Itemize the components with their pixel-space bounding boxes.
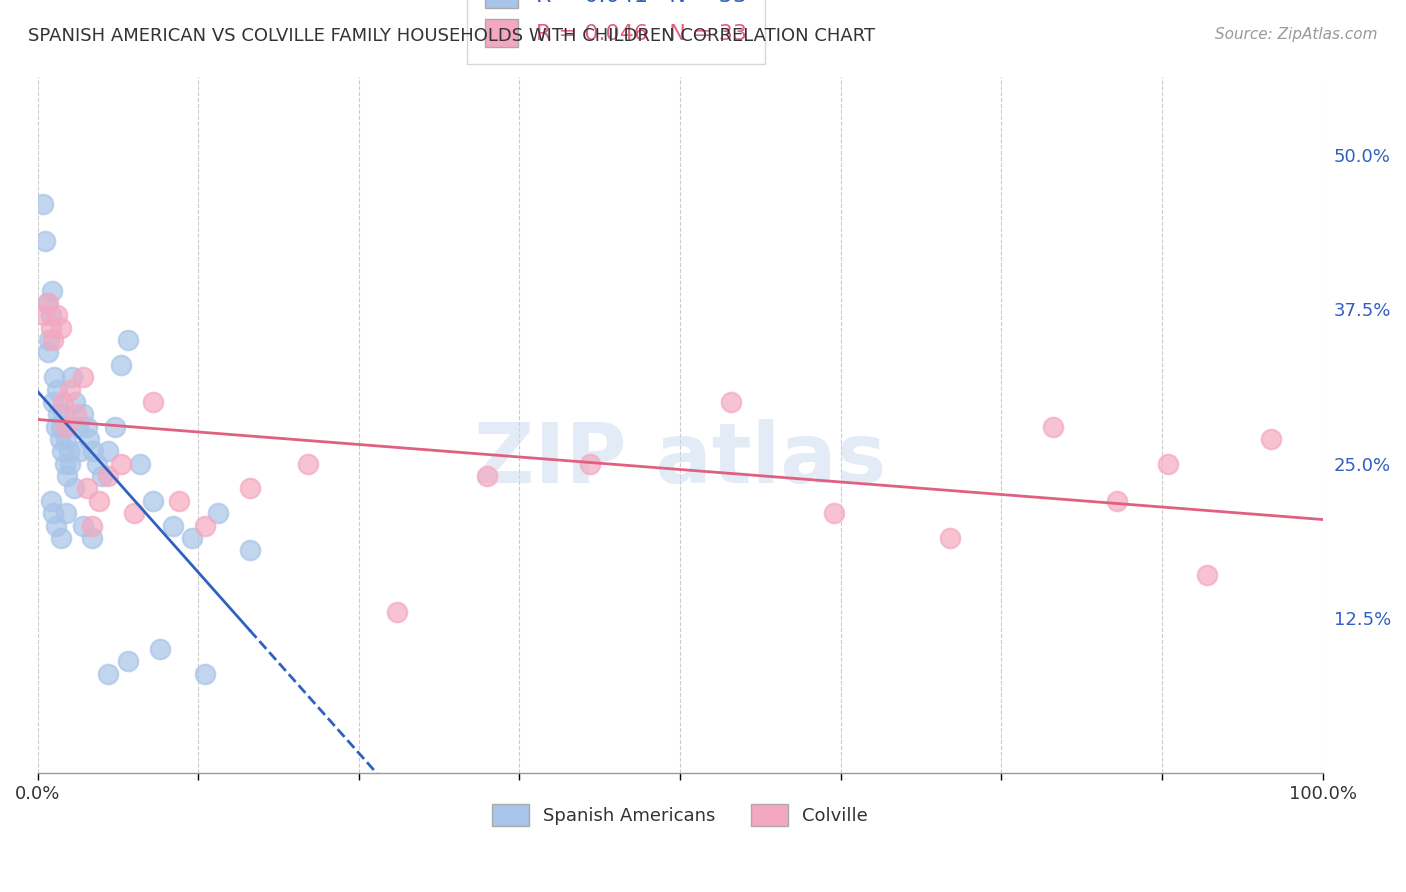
Point (142, 493, 165, 508)
Point (72, 407, 94, 421)
Point (65, 407, 87, 421)
Text: Source: ZipAtlas.com: Source: ZipAtlas.com (1215, 27, 1378, 42)
Point (31, 197, 53, 211)
Point (42, 333, 65, 347)
Text: ZIP atlas: ZIP atlas (474, 419, 886, 500)
Point (1157, 457, 1180, 471)
Point (76, 482, 98, 496)
Point (41, 284, 63, 298)
Point (46, 407, 69, 421)
Point (80, 518, 103, 533)
Point (110, 358, 132, 372)
Point (167, 493, 190, 508)
Point (477, 469, 499, 483)
Point (59, 383, 82, 397)
Point (52, 407, 75, 421)
Point (122, 506, 145, 520)
Point (55, 432, 77, 446)
Point (42, 506, 65, 520)
Point (45, 419, 67, 434)
Point (72, 518, 94, 533)
Point (58, 444, 80, 458)
Point (34, 234, 56, 248)
Point (194, 666, 217, 681)
Point (1195, 568, 1218, 582)
Point (579, 457, 602, 471)
Point (46, 383, 69, 397)
Legend: Spanish Americans, Colville: Spanish Americans, Colville (485, 797, 875, 833)
Point (89, 493, 111, 508)
Point (86, 457, 108, 471)
Point (77, 432, 100, 446)
Point (1260, 432, 1282, 446)
Point (142, 395, 165, 409)
Point (297, 457, 319, 471)
Point (239, 482, 262, 496)
Point (387, 605, 409, 619)
Point (39, 493, 62, 508)
Point (38, 333, 60, 347)
Point (823, 506, 845, 520)
Point (32, 309, 55, 323)
Point (117, 333, 139, 347)
Point (129, 457, 152, 471)
Point (939, 531, 962, 545)
Point (97, 469, 120, 483)
Point (63, 395, 86, 409)
Point (42, 395, 65, 409)
Point (97, 666, 120, 681)
Point (1105, 493, 1128, 508)
Point (194, 518, 217, 533)
Point (59, 457, 82, 471)
Point (80, 531, 103, 545)
Point (55, 419, 77, 434)
Point (66, 419, 89, 434)
Point (44, 370, 66, 384)
Point (180, 531, 202, 545)
Point (48, 432, 70, 446)
Point (46, 309, 69, 323)
Point (55, 506, 77, 520)
Point (37, 345, 59, 359)
Point (35, 296, 58, 310)
Point (117, 655, 139, 669)
Point (72, 370, 94, 384)
Point (90, 469, 112, 483)
Text: SPANISH AMERICAN VS COLVILLE FAMILY HOUSEHOLDS WITH CHILDREN CORRELATION CHART: SPANISH AMERICAN VS COLVILLE FAMILY HOUS… (28, 27, 876, 45)
Point (53, 457, 76, 471)
Point (720, 395, 742, 409)
Point (97, 444, 120, 458)
Point (51, 444, 73, 458)
Point (69, 444, 91, 458)
Point (45, 518, 67, 533)
Point (76, 419, 98, 434)
Point (49, 320, 72, 334)
Point (104, 419, 127, 434)
Point (60, 370, 83, 384)
Point (82, 444, 104, 458)
Point (52, 395, 75, 409)
Point (49, 531, 72, 545)
Point (1042, 419, 1064, 434)
Point (56, 469, 79, 483)
Point (207, 506, 229, 520)
Point (49, 419, 72, 434)
Point (37, 296, 59, 310)
Point (162, 518, 184, 533)
Point (39, 309, 62, 323)
Point (239, 543, 262, 558)
Point (39, 320, 62, 334)
Point (110, 457, 132, 471)
Point (149, 642, 172, 657)
Point (62, 482, 84, 496)
